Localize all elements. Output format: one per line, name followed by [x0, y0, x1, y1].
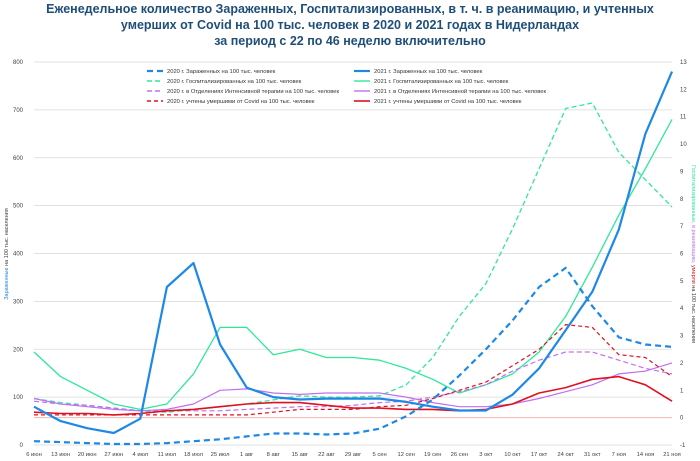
x-tick-label: 31 окт	[584, 452, 601, 458]
x-tick-label: 17 окт	[531, 452, 548, 458]
right-tick-label: 10	[680, 142, 687, 148]
x-tick-label: 4 июл	[132, 452, 148, 458]
axis-title-part: , в реанимацию,	[690, 222, 696, 265]
x-tick-label: 8 авг	[267, 452, 280, 458]
axis-title-part: умерли	[690, 265, 696, 284]
x-tick-label: 14 ноя	[637, 452, 655, 458]
right-tick-label: 5	[680, 279, 684, 285]
right-tick-label: 6	[680, 252, 684, 258]
right-tick-label: -1	[680, 443, 686, 449]
series-line	[33, 119, 673, 411]
left-tick-label: 700	[13, 108, 24, 114]
legend-label: 2021 г. в Отделениях Интенсивной терапии…	[374, 88, 546, 95]
right-tick-label: 2	[680, 361, 684, 367]
x-tick-label: 5 сен	[372, 452, 386, 458]
series-lines	[33, 71, 674, 446]
right-tick-label: 1	[680, 388, 684, 394]
x-tick-label: 11 июл	[158, 452, 176, 458]
left-tick-label: 500	[13, 204, 24, 210]
axis-title-part: на 100 тыс. населения	[690, 284, 696, 343]
legend-label: 2020 г. учтены умершими от Covid на 100 …	[167, 99, 315, 105]
legend: 2020 г. Зараженных на 100 тыс. человек 20…	[147, 69, 546, 105]
left-tick-label: 100	[13, 395, 24, 401]
right-tick-label: 8	[680, 197, 684, 203]
right-tick-label: 12	[680, 87, 687, 93]
axis-title-part: на 100 тыс. населения	[4, 208, 10, 267]
series-line	[33, 266, 673, 446]
axis-title-part: Госпитализированные	[690, 165, 696, 222]
x-tick-label: 15 авг	[292, 452, 308, 458]
x-tick-label: 10 окт	[504, 452, 521, 458]
legend-label: 2021 г. Зараженных на 100 тыс. человек	[374, 69, 483, 75]
series-line	[33, 71, 674, 435]
x-tick-label: 22 авг	[318, 452, 334, 458]
chart-title-line-1: Еженедельное количество Зараженных, Госп…	[46, 2, 654, 16]
left-tick-label: 800	[13, 60, 24, 66]
chart-title-line-2: умерших от Covid на 100 тыс. человек в 2…	[120, 18, 580, 32]
x-tick-label: 3 окт	[479, 452, 493, 458]
x-tick-label: 29 авг	[345, 452, 361, 458]
x-tick-label: 26 сен	[451, 452, 468, 458]
left-tick-label: 600	[13, 156, 24, 162]
gridlines	[34, 61, 672, 446]
left-axis-ticks: 0 100 200 300 400 500 600 700 800	[13, 60, 24, 449]
right-tick-label: 9	[680, 169, 684, 175]
legend-label: 2021 г. Госпитализированных на 100 тыс. …	[374, 79, 509, 85]
right-tick-label: 13	[680, 60, 687, 66]
x-tick-label: 7 ноя	[612, 452, 626, 458]
chart-title-line-3: за период с 22 по 46 неделю включительно	[214, 34, 486, 48]
right-tick-label: 11	[680, 115, 687, 121]
legend-label: 2020 г. Госпитализированных на 100 тыс. …	[167, 79, 302, 85]
left-tick-label: 0	[20, 443, 24, 449]
axis-title-part: Зараженные	[4, 267, 10, 299]
series-line	[33, 102, 673, 413]
x-tick-label: 19 сен	[424, 452, 441, 458]
x-tick-label: 25 июл	[211, 452, 230, 458]
x-tick-label: 13 июн	[51, 452, 70, 458]
legend-label: 2020 г. в Отделениях Интенсивной терапии…	[167, 88, 339, 95]
right-tick-label: 3	[680, 334, 684, 340]
left-tick-label: 300	[13, 299, 24, 305]
series-line	[33, 351, 673, 412]
x-tick-label: 20 июн	[78, 452, 97, 458]
x-axis-ticks: 6 июн 13 июн 20 июн 27 июн 4 июл 11 июл 18 июл…	[26, 452, 681, 458]
x-tick-label: 18 июл	[184, 452, 203, 458]
legend-label: 2020 г. Зараженных на 100 тыс. человек	[167, 69, 276, 75]
x-tick-label: 24 окт	[557, 452, 574, 458]
right-axis-title: Госпитализированные, в реанимацию, умерл…	[690, 165, 696, 343]
legend-label: 2021 г. учтены умершими от Covid на 100 …	[374, 99, 522, 105]
right-tick-label: 4	[680, 306, 684, 312]
right-tick-label: 0	[680, 416, 684, 422]
x-tick-label: 12 сен	[397, 452, 414, 458]
series-line	[33, 362, 673, 412]
right-tick-label: 7	[680, 224, 684, 230]
x-tick-label: 21 ноя	[663, 452, 681, 458]
left-axis-title: Зараженные на 100 тыс. населения	[4, 208, 10, 300]
left-tick-label: 400	[13, 252, 24, 258]
x-tick-label: 1 авг	[240, 452, 253, 458]
series-line	[34, 324, 673, 416]
x-tick-label: 6 июн	[26, 452, 42, 458]
left-tick-label: 200	[13, 347, 24, 353]
x-tick-label: 27 июн	[104, 452, 123, 458]
